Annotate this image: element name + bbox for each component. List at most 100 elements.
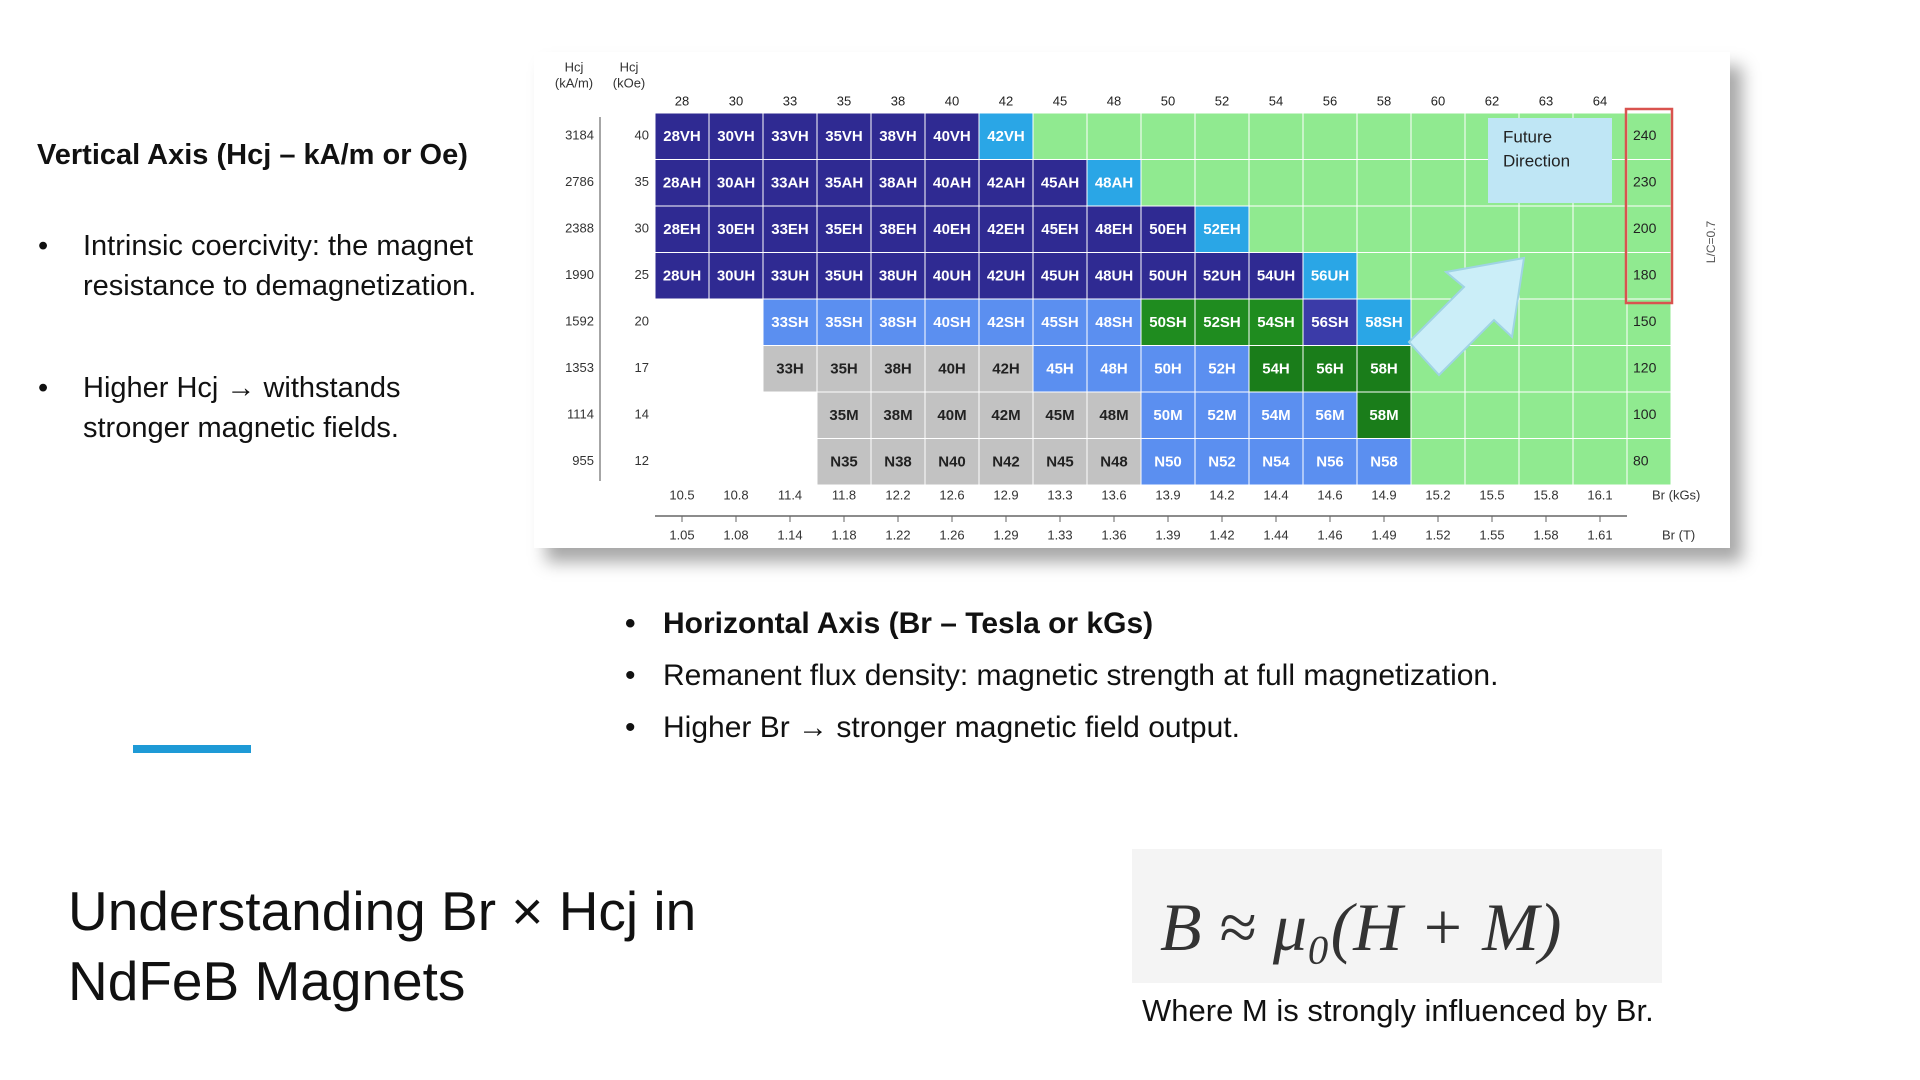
grade-cell bbox=[1464, 345, 1520, 393]
grade-cell bbox=[1572, 205, 1628, 253]
grade-cell bbox=[1194, 438, 1250, 486]
grade-label: 28UH bbox=[663, 268, 701, 285]
grade-cell bbox=[708, 159, 764, 207]
grade-label: 48AH bbox=[1095, 175, 1133, 192]
grade-label: 58M bbox=[1369, 407, 1398, 424]
top-label: 48 bbox=[1107, 93, 1121, 108]
br-kgs-label: 15.5 bbox=[1479, 487, 1504, 502]
hcj-koe-label: 35 bbox=[635, 174, 649, 189]
hcj-koe-label: 20 bbox=[635, 314, 649, 329]
top-label: 30 bbox=[729, 93, 743, 108]
br-t-label: 1.61 bbox=[1587, 527, 1612, 542]
br-kgs-label: 14.9 bbox=[1371, 487, 1396, 502]
grade-label: 35H bbox=[830, 361, 858, 378]
br-t-label: 1.42 bbox=[1209, 527, 1234, 542]
hcj-kam-label: 1592 bbox=[565, 314, 594, 329]
br-t-label: 1.36 bbox=[1101, 527, 1126, 542]
grade-label: N40 bbox=[938, 454, 966, 471]
grade-label: 48M bbox=[1099, 407, 1128, 424]
hcj-kam-label: 1353 bbox=[565, 360, 594, 375]
br-kgs-label: 15.8 bbox=[1533, 487, 1558, 502]
br-unit: Br (kGs) bbox=[1652, 487, 1700, 502]
grade-label: 48H bbox=[1100, 361, 1128, 378]
grade-cell bbox=[1032, 438, 1088, 486]
grade-label: 30UH bbox=[717, 268, 755, 285]
grade-label: 50M bbox=[1153, 407, 1182, 424]
grade-cell bbox=[924, 205, 980, 253]
right-cell bbox=[1626, 345, 1672, 393]
hcj-koe-label: 12 bbox=[635, 453, 649, 468]
grade-cell bbox=[708, 205, 764, 253]
grade-label: 33VH bbox=[771, 128, 809, 145]
max-temp-label: 100 bbox=[1633, 406, 1657, 422]
grade-cell bbox=[1302, 298, 1358, 346]
grade-cell bbox=[924, 112, 980, 160]
hcj-kam-label: 3184 bbox=[565, 128, 594, 143]
br-kgs-label: 12.6 bbox=[939, 487, 964, 502]
bullet-text: Remanent flux density: magnetic strength… bbox=[663, 659, 1499, 692]
grade-label: 48EH bbox=[1095, 221, 1133, 238]
grade-cell bbox=[763, 392, 817, 439]
grade-cell bbox=[1572, 438, 1628, 486]
grade-cell bbox=[655, 392, 709, 439]
bullet: • Intrinsic coercivity: the magnet resist… bbox=[38, 230, 477, 302]
br-t-label: 1.39 bbox=[1155, 527, 1180, 542]
grade-chart: Hcj(kA/m)Hcj(kOe)28 30 33 35 38 40 42 45 48 50 52 5… bbox=[555, 59, 1718, 542]
grade-label: 28VH bbox=[663, 128, 701, 145]
formula: B ≈ μ₀(H + M) bbox=[1160, 889, 1562, 965]
grade-label: 42VH bbox=[987, 128, 1025, 145]
grade-cell bbox=[978, 159, 1034, 207]
grade-label: 35AH bbox=[825, 175, 863, 192]
grade-cell bbox=[1248, 252, 1304, 300]
grade-cell bbox=[1248, 205, 1304, 253]
grade-cell bbox=[1248, 112, 1304, 160]
right-cell bbox=[1626, 438, 1672, 486]
grade-label: N45 bbox=[1046, 454, 1074, 471]
future-label: Future bbox=[1503, 127, 1552, 146]
grade-chart-image: Hcj (kA/m) Hcj (kOe) 28 30 33 35 38 40 42 45 48 50 52 5… bbox=[534, 52, 1730, 548]
grade-label: 42AH bbox=[987, 175, 1025, 192]
grade-label: 35VH bbox=[825, 128, 863, 145]
grade-label: 45UH bbox=[1041, 268, 1079, 285]
top-label: 38 bbox=[891, 93, 905, 108]
br-kgs-label: 10.8 bbox=[723, 487, 748, 502]
hcj-kam-label: 1990 bbox=[565, 267, 594, 282]
br-kgs-label: 16.1 bbox=[1587, 487, 1612, 502]
bullet-text: Horizontal Axis (Br – Tesla or kGs) bbox=[663, 607, 1154, 640]
max-temp-label: 200 bbox=[1633, 220, 1657, 236]
hcj-kam-label: 1114 bbox=[567, 407, 594, 422]
bullet: • Horizontal Axis (Br – Tesla or kGs) bbox=[625, 607, 1154, 640]
grade-label: 35UH bbox=[825, 268, 863, 285]
highlight-box bbox=[1624, 107, 1674, 305]
grade-cell bbox=[816, 438, 872, 486]
right-cell bbox=[1626, 298, 1672, 346]
br-kgs-label: 10.5 bbox=[669, 487, 694, 502]
right-cell bbox=[1626, 205, 1672, 253]
grade-cell bbox=[1356, 205, 1412, 253]
top-label: 63 bbox=[1539, 93, 1553, 108]
hcj-kam-label: 955 bbox=[572, 453, 594, 468]
grade-label: 45M bbox=[1045, 407, 1074, 424]
grade-cell bbox=[1086, 438, 1142, 486]
grade-label: 54M bbox=[1261, 407, 1290, 424]
grade-label: 40AH bbox=[933, 175, 971, 192]
grade-cell bbox=[709, 299, 763, 346]
grade-cell bbox=[870, 391, 926, 439]
br-t-label: 1.22 bbox=[885, 527, 910, 542]
grade-label: 40VH bbox=[933, 128, 971, 145]
grade-label: 33EH bbox=[771, 221, 809, 238]
grade-cell bbox=[870, 205, 926, 253]
grade-label: 33AH bbox=[771, 175, 809, 192]
max-temp-label: 80 bbox=[1633, 452, 1649, 468]
grade-label: 45AH bbox=[1041, 175, 1079, 192]
future-label: Direction bbox=[1503, 151, 1570, 170]
bullet: • Higher Br → stronger magnetic field out… bbox=[625, 711, 1240, 744]
future-box bbox=[1488, 118, 1612, 203]
top-label: 58 bbox=[1377, 93, 1391, 108]
grade-cell bbox=[1194, 112, 1250, 160]
grade-label: 35M bbox=[829, 407, 858, 424]
br-t-label: 1.18 bbox=[831, 527, 856, 542]
max-temp-label: 120 bbox=[1633, 359, 1657, 375]
br-kgs-label: 13.9 bbox=[1155, 487, 1180, 502]
